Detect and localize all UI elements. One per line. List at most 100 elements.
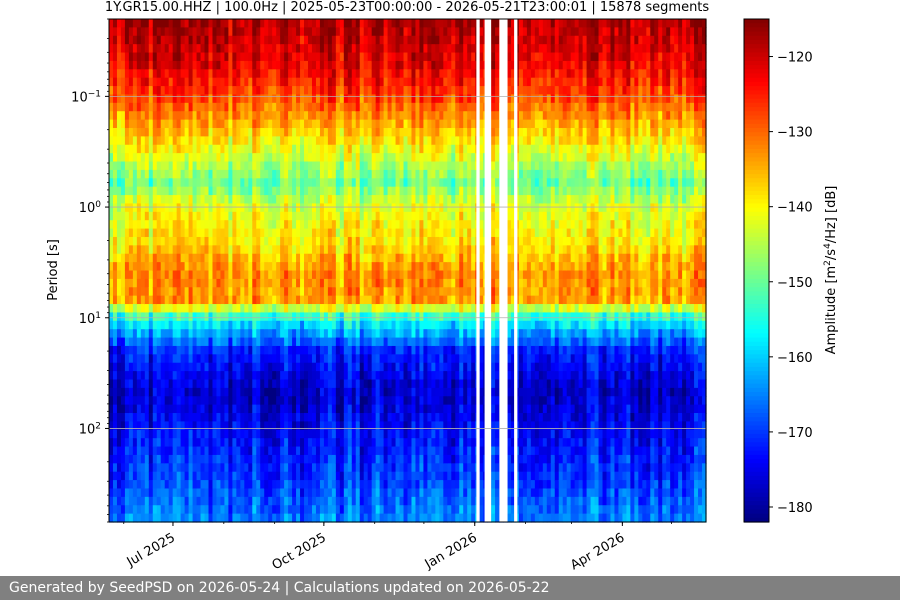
heatmap-cell	[288, 387, 293, 397]
heatmap-cell	[188, 413, 194, 422]
heatmap-cell	[144, 19, 150, 28]
heatmap-cell	[391, 220, 397, 230]
heatmap-cell	[351, 480, 357, 490]
heatmap-cell	[156, 295, 162, 305]
heatmap-cell	[387, 463, 393, 473]
heatmap-cell	[216, 329, 222, 339]
heatmap-cell	[136, 413, 142, 422]
heatmap-cell	[144, 178, 150, 188]
heatmap-cell	[124, 362, 130, 372]
heatmap-cell	[252, 287, 257, 297]
heatmap-cell	[264, 69, 269, 79]
heatmap-cell	[431, 195, 436, 205]
heatmap-cell	[264, 471, 269, 481]
heatmap-cell	[168, 111, 174, 121]
heatmap-cell	[367, 345, 373, 355]
heatmap-cell	[403, 253, 409, 263]
heatmap-cell	[351, 52, 357, 62]
heatmap-cell	[327, 111, 333, 121]
heatmap-cell	[216, 94, 222, 104]
heatmap-cell	[228, 446, 233, 456]
heatmap-cell	[411, 203, 417, 213]
heatmap-cell	[136, 220, 142, 230]
heatmap-cell	[319, 186, 325, 196]
heatmap-cell	[379, 362, 385, 372]
heatmap-cell	[415, 404, 421, 414]
heatmap-cell	[212, 245, 218, 255]
heatmap-cell	[427, 211, 432, 221]
heatmap-cell	[260, 480, 265, 490]
heatmap-cell	[128, 454, 134, 464]
heatmap-cell	[164, 94, 170, 104]
heatmap-cell	[355, 136, 361, 146]
heatmap-cell	[363, 329, 369, 339]
heatmap-cell	[355, 178, 361, 188]
heatmap-cell	[363, 496, 369, 506]
heatmap-cell	[403, 245, 409, 255]
heatmap-cell	[224, 295, 229, 305]
heatmap-cell	[176, 19, 182, 28]
heatmap-cell	[315, 161, 321, 171]
heatmap-cell	[284, 471, 289, 481]
heatmap-cell	[327, 127, 333, 137]
heatmap-cell	[172, 127, 178, 137]
heatmap-cell	[371, 228, 377, 238]
heatmap-cell	[144, 52, 150, 62]
heatmap-cell	[308, 270, 313, 280]
heatmap-cell	[124, 496, 130, 506]
heatmap-cell	[212, 77, 218, 87]
heatmap-cell	[168, 387, 174, 397]
heatmap-cell	[164, 329, 170, 339]
heatmap-cell	[355, 404, 361, 414]
heatmap-cell	[260, 295, 265, 305]
heatmap-cell	[248, 488, 253, 498]
heatmap-cell	[164, 153, 170, 163]
heatmap-cell	[284, 295, 289, 305]
heatmap-cell	[176, 35, 182, 45]
heatmap-cell	[435, 220, 440, 230]
heatmap-cell	[264, 438, 269, 448]
heatmap-cell	[327, 262, 333, 272]
heatmap-cell	[172, 354, 178, 364]
heatmap-cell	[112, 52, 118, 62]
heatmap-cell	[311, 496, 317, 506]
heatmap-cell	[236, 86, 241, 96]
heatmap-cell	[399, 312, 405, 322]
heatmap-cell	[379, 320, 385, 330]
heatmap-cell	[148, 111, 154, 121]
heatmap-cell	[304, 496, 309, 506]
heatmap-cell	[351, 169, 357, 179]
heatmap-cell	[184, 329, 190, 339]
heatmap-cell	[152, 136, 158, 146]
heatmap-cell	[395, 86, 401, 96]
heatmap-cell	[260, 496, 265, 506]
heatmap-cell	[315, 463, 321, 473]
heatmap-cell	[296, 35, 301, 45]
heatmap-cell	[296, 463, 301, 473]
heatmap-cell	[204, 329, 210, 339]
heatmap-cell	[224, 496, 229, 506]
heatmap-cell	[116, 295, 122, 305]
heatmap-cell	[160, 429, 166, 439]
heatmap-cell	[148, 413, 154, 422]
heatmap-cell	[120, 337, 126, 347]
heatmap-cell	[132, 454, 138, 464]
heatmap-cell	[152, 60, 158, 70]
heatmap-cell	[204, 362, 210, 372]
heatmap-cell	[371, 253, 377, 263]
heatmap-cell	[148, 312, 154, 322]
heatmap-cell	[300, 228, 305, 238]
heatmap-cell	[188, 44, 194, 54]
heatmap-cell	[387, 454, 393, 464]
heatmap-cell	[168, 337, 174, 347]
heatmap-cell	[168, 471, 174, 481]
heatmap-cell	[308, 144, 313, 154]
heatmap-cell	[375, 421, 381, 431]
heatmap-cell	[411, 60, 417, 70]
heatmap-cell	[411, 86, 417, 96]
heatmap-cell	[184, 186, 190, 196]
heatmap-cell	[292, 52, 297, 62]
heatmap-cell	[331, 245, 337, 255]
heatmap-cell	[399, 513, 405, 523]
heatmap-cell	[252, 471, 257, 481]
